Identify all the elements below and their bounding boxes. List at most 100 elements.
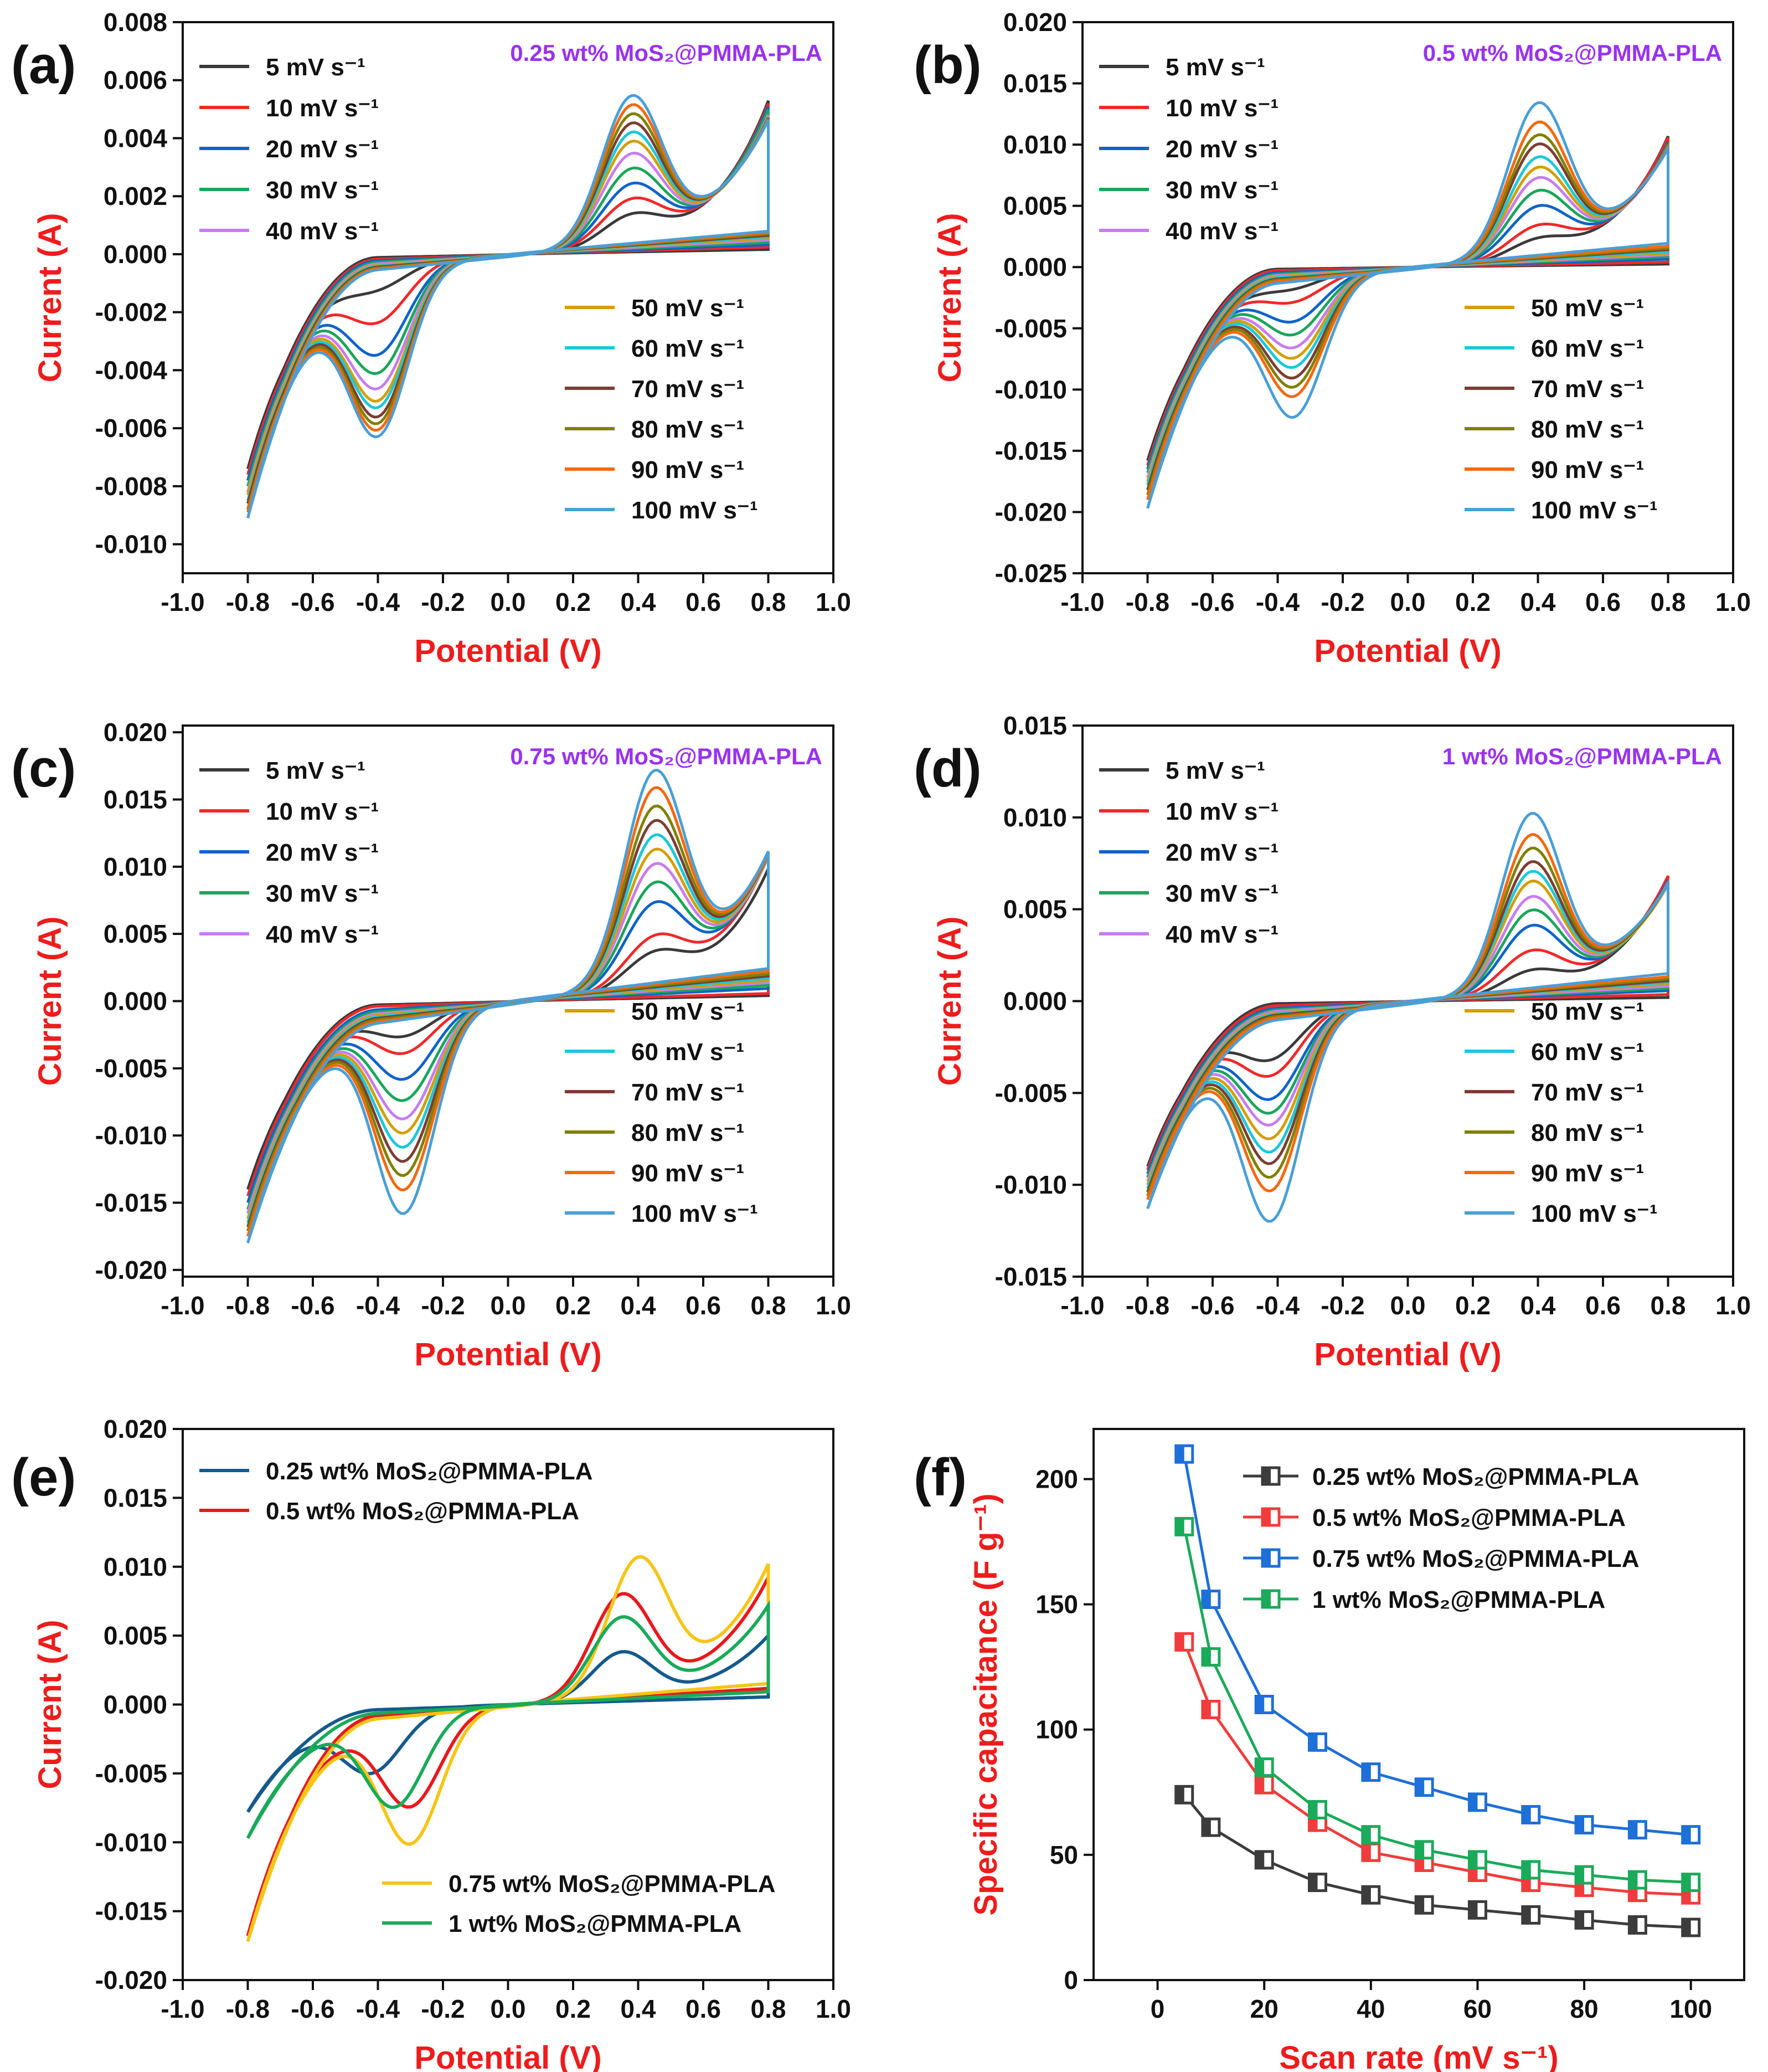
legend-label: 90 mV s⁻¹ (1531, 456, 1644, 484)
x-tick-label: -0.6 (291, 1994, 334, 2023)
x-tick-label: 0.0 (491, 1994, 526, 2023)
x-tick-label: -0.4 (356, 588, 400, 616)
legend-label: 0.25 wt% MoS₂@PMMA-PLA (266, 1458, 593, 1485)
data-point-fill (1309, 1801, 1318, 1818)
y-tick-label: 0.010 (1003, 130, 1067, 159)
x-tick-label: 0.6 (685, 1994, 721, 2023)
data-point-fill (1362, 1844, 1371, 1861)
legend-label: 5 mV s⁻¹ (1166, 54, 1265, 81)
data-point-fill (1416, 1841, 1425, 1858)
data-point-fill (1362, 1886, 1371, 1904)
data-point-fill (1309, 1734, 1318, 1751)
data-point-fill (1362, 1826, 1371, 1843)
y-tick-label: -0.005 (995, 314, 1067, 343)
legend-label: 60 mV s⁻¹ (1531, 1038, 1644, 1066)
panel-title: 0.5 wt% MoS₂@PMMA-PLA (1423, 40, 1722, 66)
x-axis-label: Scan rate (mV s⁻¹) (1279, 2040, 1558, 2072)
legend-label: 60 mV s⁻¹ (631, 1038, 744, 1066)
legend-label: 100 mV s⁻¹ (631, 1200, 758, 1227)
y-tick-label: 0.010 (104, 1552, 167, 1581)
panel-a (173, 21, 834, 583)
y-tick-label: -0.015 (95, 1897, 167, 1926)
panel-title: 0.25 wt% MoS₂@PMMA-PLA (510, 40, 822, 66)
legend-label: 90 mV s⁻¹ (631, 456, 744, 484)
y-tick-label: 200 (1035, 1464, 1078, 1493)
legend-label: 100 mV s⁻¹ (1531, 497, 1658, 524)
legend-label: 10 mV s⁻¹ (266, 798, 379, 825)
y-axis-label: Current (A) (932, 213, 968, 382)
y-tick-label: -0.005 (95, 1759, 167, 1788)
x-tick-label: -1.0 (161, 1291, 204, 1320)
data-point-fill (1202, 1701, 1211, 1718)
legend-label: 20 mV s⁻¹ (266, 136, 379, 163)
x-tick-label: 0.6 (685, 588, 721, 616)
x-tick-label: 0.0 (491, 588, 526, 616)
data-point-fill (1576, 1816, 1585, 1833)
legend-label: 60 mV s⁻¹ (1531, 335, 1644, 362)
y-tick-label: -0.015 (95, 1189, 167, 1217)
y-tick-label: 0.005 (104, 919, 167, 948)
panel-label: (d) (914, 739, 982, 798)
x-tick-label: 20 (1250, 1994, 1279, 2023)
legend-marker-fill (1262, 1591, 1271, 1607)
x-tick-label: 0.8 (751, 1291, 786, 1320)
legend-label: 50 mV s⁻¹ (1531, 295, 1644, 322)
y-tick-label: 0.000 (1003, 253, 1067, 281)
x-tick-label: -0.8 (226, 1291, 270, 1320)
legend-label: 20 mV s⁻¹ (266, 839, 379, 866)
x-tick-label: -0.6 (291, 588, 334, 616)
y-tick-label: 0.005 (1003, 895, 1067, 924)
x-tick-label: 1.0 (816, 588, 851, 616)
data-point-fill (1682, 1919, 1691, 1936)
legend-label: 5 mV s⁻¹ (1166, 757, 1265, 784)
legend-label: 100 mV s⁻¹ (1531, 1200, 1658, 1227)
y-tick-label: 0.006 (104, 66, 167, 95)
legend-label: 40 mV s⁻¹ (266, 921, 379, 948)
series-line (1146, 811, 1669, 1223)
data-point-fill (1256, 1759, 1265, 1776)
legend-label: 90 mV s⁻¹ (631, 1160, 744, 1187)
panel-label: (a) (11, 35, 76, 95)
legend-label: 10 mV s⁻¹ (1166, 95, 1279, 122)
panel-label: (c) (11, 739, 76, 798)
y-tick-label: 0.000 (104, 987, 167, 1016)
x-tick-label: -0.2 (1321, 1291, 1364, 1320)
x-tick-label: -0.4 (1256, 588, 1300, 616)
panel-b (1073, 21, 1734, 583)
x-tick-label: -1.0 (161, 588, 204, 616)
legend-label: 80 mV s⁻¹ (631, 416, 744, 443)
x-tick-label: 0.2 (555, 588, 591, 616)
data-point-fill (1629, 1916, 1638, 1934)
legend-label: 20 mV s⁻¹ (1166, 136, 1279, 163)
legend-label: 90 mV s⁻¹ (1531, 1160, 1644, 1187)
legend-label: 0.75 wt% MoS₂@PMMA-PLA (449, 1870, 776, 1898)
legend-label: 30 mV s⁻¹ (1166, 880, 1279, 907)
legend-label: 0.75 wt% MoS₂@PMMA-PLA (1312, 1545, 1640, 1572)
data-point-fill (1682, 1874, 1691, 1891)
panel-d (1073, 724, 1734, 1287)
y-tick-label: 0.005 (1003, 192, 1067, 220)
x-tick-label: 0.0 (1390, 1291, 1426, 1320)
y-tick-label: 150 (1035, 1590, 1078, 1619)
y-tick-label: 100 (1035, 1715, 1078, 1744)
x-tick-label: -0.8 (226, 1994, 270, 2023)
data-point-fill (1576, 1911, 1585, 1929)
y-tick-label: 0.015 (1003, 69, 1067, 98)
y-tick-label: 0.010 (1003, 803, 1067, 832)
series-line (246, 768, 770, 1244)
legend-label: 5 mV s⁻¹ (266, 54, 365, 81)
x-tick-label: -0.6 (1190, 588, 1234, 616)
data-point-fill (1682, 1826, 1691, 1843)
y-tick-label: -0.008 (95, 472, 167, 501)
y-tick-label: -0.020 (95, 1966, 167, 1994)
x-tick-label: 80 (1570, 1994, 1598, 2023)
data-point-fill (1256, 1696, 1265, 1713)
x-axis-label: Potential (V) (414, 633, 601, 669)
y-axis-label: Specific capacitance (F g⁻¹) (968, 1493, 1004, 1915)
x-tick-label: -0.2 (1321, 588, 1364, 616)
x-tick-label: 0.2 (1455, 1291, 1491, 1320)
data-point-fill (1176, 1786, 1184, 1803)
y-tick-label: -0.020 (995, 497, 1067, 526)
legend-label: 20 mV s⁻¹ (1166, 839, 1279, 866)
legend-marker-fill (1262, 1550, 1271, 1566)
